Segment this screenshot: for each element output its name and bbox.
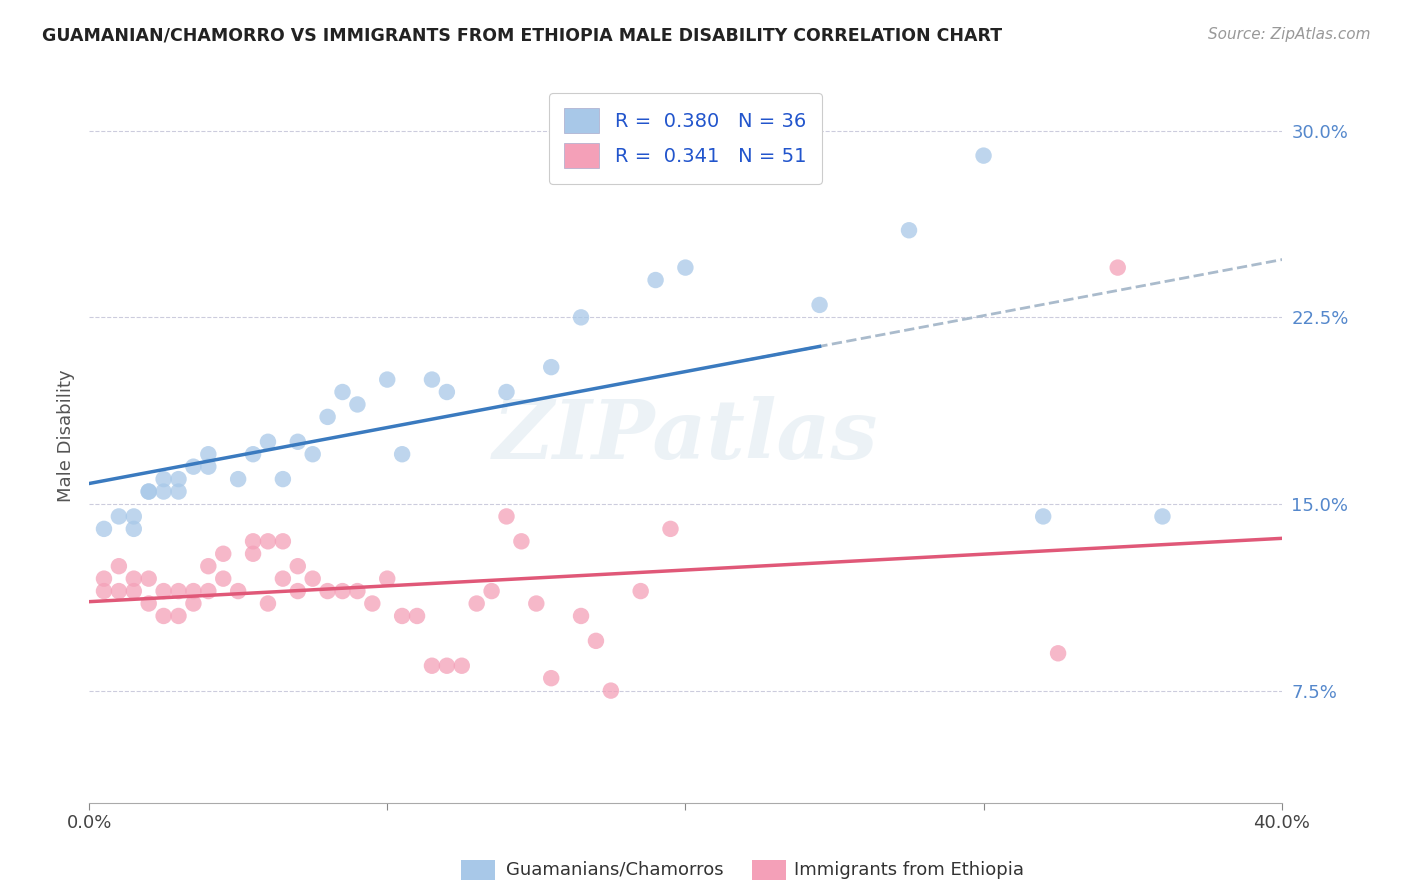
Point — [108, 509, 131, 524]
Point — [167, 584, 190, 599]
Point — [391, 447, 413, 461]
Point — [138, 484, 160, 499]
Point — [108, 584, 131, 599]
Point — [644, 273, 666, 287]
Point — [659, 522, 682, 536]
Point — [346, 584, 368, 599]
Point — [599, 683, 621, 698]
Text: Guamanians/Chamorros: Guamanians/Chamorros — [506, 861, 724, 879]
Point — [242, 534, 264, 549]
Point — [375, 373, 398, 387]
Point — [138, 597, 160, 611]
Point — [122, 522, 145, 536]
Point — [212, 547, 235, 561]
Point — [242, 447, 264, 461]
Point — [138, 484, 160, 499]
Point — [271, 572, 294, 586]
Point — [436, 658, 458, 673]
Text: Immigrants from Ethiopia: Immigrants from Ethiopia — [794, 861, 1025, 879]
Text: GUAMANIAN/CHAMORRO VS IMMIGRANTS FROM ETHIOPIA MALE DISABILITY CORRELATION CHART: GUAMANIAN/CHAMORRO VS IMMIGRANTS FROM ET… — [42, 27, 1002, 45]
Point — [257, 597, 280, 611]
Point — [420, 658, 443, 673]
Point — [450, 658, 472, 673]
Point — [226, 584, 249, 599]
Point — [332, 384, 354, 399]
Point — [1032, 509, 1054, 524]
Point — [436, 384, 458, 399]
Point — [257, 534, 280, 549]
Point — [1152, 509, 1174, 524]
Point — [93, 584, 115, 599]
Point — [197, 459, 219, 474]
Point — [93, 522, 115, 536]
Point — [122, 509, 145, 524]
Point — [138, 572, 160, 586]
Point — [183, 597, 205, 611]
Text: ZIPatlas: ZIPatlas — [492, 395, 879, 475]
Point — [271, 472, 294, 486]
Point — [361, 597, 384, 611]
Point — [287, 559, 309, 574]
Y-axis label: Male Disability: Male Disability — [58, 369, 75, 502]
Point — [122, 572, 145, 586]
Point — [540, 360, 562, 375]
Point — [585, 633, 607, 648]
Point — [391, 609, 413, 624]
Point — [569, 310, 592, 325]
Point — [226, 472, 249, 486]
Point — [316, 409, 339, 424]
Point — [197, 447, 219, 461]
Text: Source: ZipAtlas.com: Source: ZipAtlas.com — [1208, 27, 1371, 42]
Point — [183, 459, 205, 474]
Point — [212, 572, 235, 586]
Point — [346, 397, 368, 411]
Point — [1047, 646, 1070, 660]
Point — [406, 609, 429, 624]
Point — [316, 584, 339, 599]
Point — [375, 572, 398, 586]
Point — [301, 572, 323, 586]
Point — [495, 384, 517, 399]
Point — [197, 559, 219, 574]
Point — [630, 584, 652, 599]
Point — [524, 597, 547, 611]
Point — [673, 260, 696, 275]
Point — [152, 472, 174, 486]
Point — [898, 223, 921, 237]
Point — [242, 547, 264, 561]
Point — [167, 484, 190, 499]
Point — [301, 447, 323, 461]
Point — [540, 671, 562, 685]
Point — [973, 148, 995, 162]
Point — [183, 584, 205, 599]
Point — [420, 373, 443, 387]
Point — [287, 584, 309, 599]
Point — [481, 584, 503, 599]
Point — [510, 534, 533, 549]
Point — [93, 572, 115, 586]
Point — [1107, 260, 1129, 275]
Point — [495, 509, 517, 524]
Point — [287, 434, 309, 449]
Point — [167, 609, 190, 624]
Point — [108, 559, 131, 574]
Point — [197, 584, 219, 599]
Point — [152, 484, 174, 499]
Point — [122, 584, 145, 599]
Point — [271, 534, 294, 549]
Point — [808, 298, 831, 312]
Point — [332, 584, 354, 599]
Point — [257, 434, 280, 449]
Point — [167, 472, 190, 486]
Point — [152, 609, 174, 624]
Point — [465, 597, 488, 611]
Point — [152, 584, 174, 599]
Legend: R =  0.380   N = 36, R =  0.341   N = 51: R = 0.380 N = 36, R = 0.341 N = 51 — [548, 93, 823, 184]
Point — [569, 609, 592, 624]
